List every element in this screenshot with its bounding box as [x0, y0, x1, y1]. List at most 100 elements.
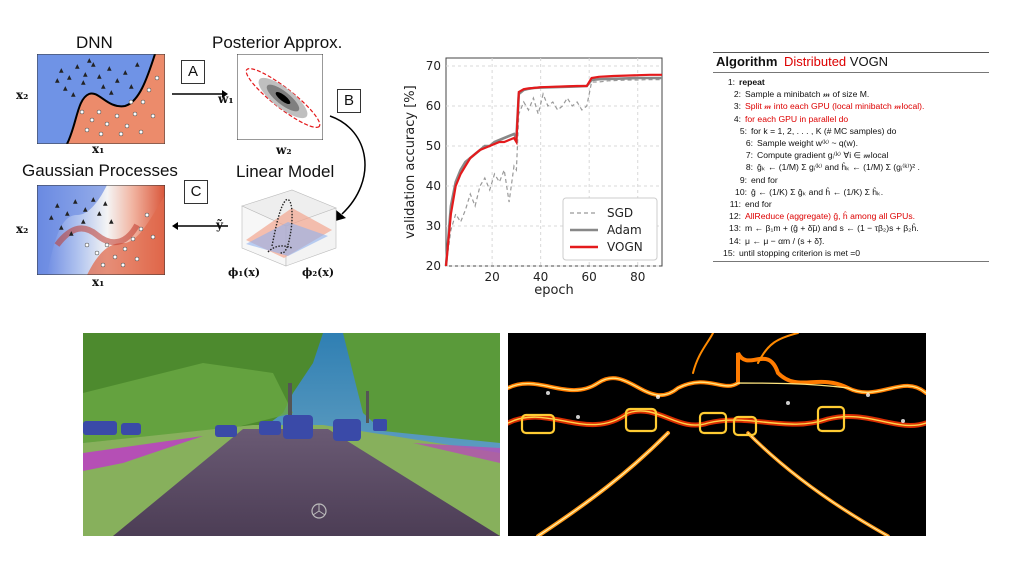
chart-ytick-label: 60: [426, 99, 441, 113]
algorithm-line-text: for k = 1, 2, . . . , K (# MC samples) d…: [751, 125, 897, 136]
svg-text:▲: ▲: [135, 61, 140, 68]
svg-text:▲: ▲: [123, 69, 128, 76]
posterior-title: Posterior Approx.: [212, 33, 343, 52]
algorithm-line: 10: ĝ ← (1/K) Σ ĝₖ and ĥ ← (1/K) Σ ĥₖ.: [713, 186, 989, 198]
uncertainty-heatmap: [508, 333, 926, 536]
gp-title: Gaussian Processes: [22, 161, 178, 180]
algorithm-line-text: end for: [745, 199, 772, 210]
algorithm-line-text: AllReduce (aggregate) ĝ, ĥ among all GPU…: [745, 211, 916, 222]
dnn-circles: [79, 75, 160, 137]
algorithm-line: 9: end for: [713, 174, 989, 186]
chart-ytick-label: 70: [426, 59, 441, 73]
algorithm-line: 8: ĝₖ ← (1/M) Σ gᵢ⁽ᵏ⁾ and ĥₖ ← (1/M) Σ (g…: [713, 161, 989, 173]
chart-ytick-label: 30: [426, 219, 441, 233]
posterior-ylabel: w₁: [218, 92, 234, 106]
svg-text:▲: ▲: [73, 198, 78, 205]
svg-text:▲: ▲: [59, 224, 64, 231]
chart-xtick-label: 20: [484, 270, 499, 284]
chart-ylabel: validation accuracy [%]: [403, 85, 418, 238]
chart-xtick-label: 80: [630, 270, 645, 284]
algorithm-line-text: end for: [751, 174, 778, 185]
algorithm-line: 7: Compute gradient gᵢ⁽ᵏ⁾ ∀i ∈ 𝓂local: [713, 149, 989, 161]
linear-ylabel: ỹ: [216, 218, 223, 232]
dnn-plot: ▲▲▲▲▲▲▲▲▲▲▲▲▲▲▲▲▲▲: [37, 54, 165, 144]
algorithm-line: 12: AllReduce (aggregate) ĝ, ĥ among all …: [713, 210, 989, 222]
svg-text:▲: ▲: [115, 77, 120, 84]
series-line-sgd: [445, 79, 662, 267]
step-b-label: B: [337, 89, 361, 113]
svg-text:▲: ▲: [129, 83, 134, 90]
svg-text:▲: ▲: [103, 200, 108, 207]
posterior-xlabel: w₂: [276, 143, 292, 157]
algorithm-line-number: 15:: [723, 247, 735, 258]
linear-xlabel-2: ϕ₂(x): [302, 266, 335, 279]
svg-text:▲: ▲: [63, 85, 68, 92]
svg-text:▲: ▲: [65, 210, 70, 217]
algorithm-box: Algorithm Distributed VOGN 1: repeat 2: Sam…: [713, 52, 989, 280]
algorithm-title: Algorithm Distributed VOGN: [713, 53, 989, 70]
svg-text:▲: ▲: [71, 91, 76, 98]
algorithm-line-number: 11:: [729, 199, 741, 210]
algorithm-line: 6: Sample weight w⁽ᵏ⁾ ~ q(w).: [713, 137, 989, 149]
algorithm-line-number: 6:: [745, 138, 753, 149]
svg-text:▲: ▲: [75, 63, 80, 70]
svg-text:▲: ▲: [81, 79, 86, 86]
linear-plot: [241, 189, 337, 267]
chart-xtick-label: 60: [582, 270, 597, 284]
algorithm-title-red: Distributed: [784, 54, 847, 69]
series-line-vogn: [444, 73, 662, 267]
algorithm-line: 14: μ ← μ − αm / (s + δ̃).: [713, 235, 989, 247]
algorithm-line: 11: end for: [713, 198, 989, 210]
svg-text:▲: ▲: [109, 89, 114, 96]
algorithm-line-text: Compute gradient gᵢ⁽ᵏ⁾ ∀i ∈ 𝓂local: [757, 150, 889, 161]
algorithm-line-number: 8:: [745, 162, 753, 173]
gp-xlabel: x₁: [92, 275, 105, 289]
chart-ytick-label: 20: [426, 259, 441, 273]
svg-text:▲: ▲: [109, 218, 114, 225]
algorithm-line-text: μ ← μ − αm / (s + δ̃).: [745, 235, 825, 246]
algorithm-line-text: ĝₖ ← (1/M) Σ gᵢ⁽ᵏ⁾ and ĥₖ ← (1/M) Σ (gᵢ⁽…: [757, 162, 920, 173]
chart-lines: [444, 73, 662, 267]
chart-xtick-label: 40: [533, 270, 548, 284]
algorithm-line-number: 12:: [729, 211, 741, 222]
chart-legend: SGD Adam VOGN: [562, 197, 658, 261]
svg-text:▲: ▲: [55, 202, 60, 209]
chart-grid: [446, 58, 662, 267]
gp-ylabel: x₂: [16, 222, 29, 236]
arrow-c: [172, 222, 228, 230]
algorithm-line-number: 5:: [739, 125, 747, 136]
algorithm-line-number: 4:: [733, 113, 741, 124]
gp-plot: ▲▲▲▲▲▲▲▲▲▲▲▲: [37, 185, 165, 275]
dnn-ylabel: x₂: [16, 88, 29, 102]
algorithm-title-rest: VOGN: [849, 54, 889, 69]
posterior-plot: [237, 54, 323, 140]
svg-text:▲: ▲: [91, 61, 96, 68]
svg-text:▲: ▲: [69, 230, 74, 237]
svg-text:▲: ▲: [97, 210, 102, 217]
algorithm-line-text: for each GPU in parallel do: [745, 113, 849, 124]
algorithm-line-text: until stopping criterion is met =0: [739, 247, 861, 258]
step-a-label: A: [181, 60, 205, 84]
linear-xlabel-1: ϕ₁(x): [228, 266, 261, 279]
algorithm-line-number: 9:: [739, 174, 747, 185]
algorithm-line-number: 2:: [733, 89, 741, 100]
svg-text:▲: ▲: [87, 57, 92, 64]
svg-text:▲: ▲: [55, 77, 60, 84]
segmentation-photo: [83, 333, 500, 536]
legend-label-adam: Adam: [607, 223, 642, 237]
step-c-label: C: [184, 180, 208, 204]
algorithm-line: 15: until stopping criterion is met =0: [713, 247, 989, 259]
chart-xlabel: epoch: [534, 283, 574, 298]
algorithm-line-number: 1:: [727, 77, 735, 87]
svg-text:▲: ▲: [101, 83, 106, 90]
dnn-triangles: ▲▲▲▲▲▲▲▲▲▲▲▲▲▲▲▲▲▲: [55, 57, 140, 98]
algorithm-line-text: Sample weight w⁽ᵏ⁾ ~ q(w).: [757, 138, 858, 149]
svg-text:▲: ▲: [49, 214, 54, 221]
algorithm-line: 2: Sample a minibatch 𝓂 of size M.: [713, 88, 989, 100]
svg-text:▲: ▲: [81, 218, 86, 225]
algorithm-line-number: 7:: [745, 150, 753, 161]
svg-text:▲: ▲: [67, 74, 72, 81]
algorithm-line-number: 10:: [735, 186, 747, 197]
legend-label-vogn: VOGN: [607, 240, 643, 254]
algorithm-title-word: Algorithm: [716, 54, 778, 69]
